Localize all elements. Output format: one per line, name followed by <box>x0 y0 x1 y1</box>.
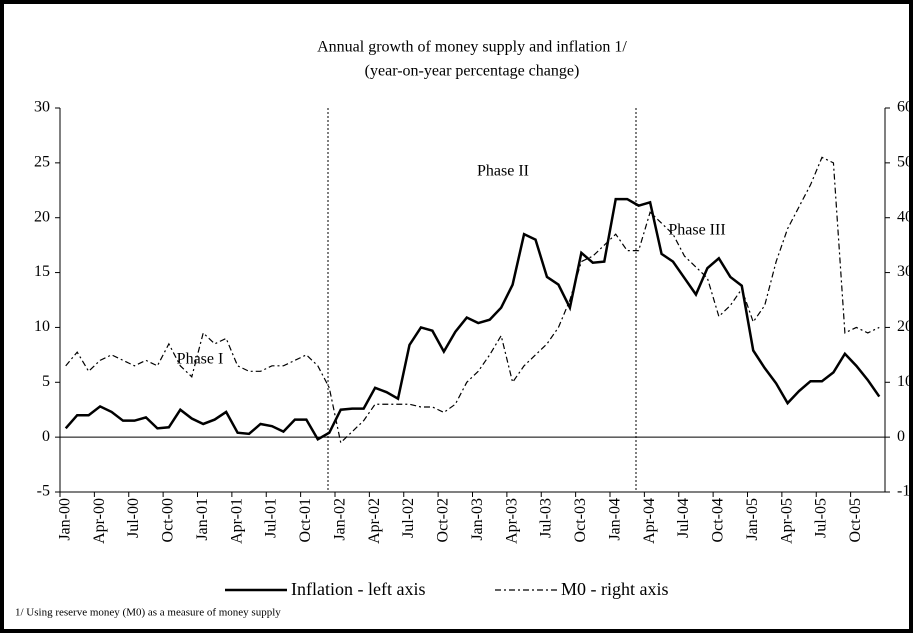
x-tick-label: Jul-01 <box>263 498 280 538</box>
y-tick-label: 0 <box>42 428 50 445</box>
x-tick-label: Jan-04 <box>606 498 623 541</box>
series-line <box>65 156 880 444</box>
x-tick-label: Jul-02 <box>400 498 417 538</box>
annotation: Phase I <box>177 351 224 368</box>
legend-label: M0 - right axis <box>561 579 669 599</box>
x-tick-label: Jan-05 <box>744 498 761 541</box>
y-tick-label: 20 <box>34 208 50 225</box>
x-tick-label: Oct-05 <box>847 498 864 542</box>
x-tick-label: Apr-04 <box>641 498 658 544</box>
x-tick-label: Apr-05 <box>778 498 795 544</box>
footnote: 1/ Using reserve money (M0) as a measure… <box>15 607 281 619</box>
y2-tick-label: 40 <box>897 208 913 225</box>
annotation: Phase III <box>668 222 725 239</box>
y-tick-label: 25 <box>34 154 50 171</box>
y2-tick-label: 10 <box>897 373 913 390</box>
y-tick-label: 15 <box>34 263 50 280</box>
x-tick-label: Apr-02 <box>366 498 383 544</box>
x-tick-label: Oct-02 <box>435 498 452 542</box>
x-tick-label: Jan-03 <box>469 498 486 541</box>
y2-tick-label: 30 <box>897 263 913 280</box>
y2-tick-label: 50 <box>897 154 913 171</box>
x-tick-label: Oct-03 <box>572 498 589 542</box>
x-tick-label: Apr-01 <box>228 498 245 544</box>
series-line <box>64 197 881 442</box>
y-tick-label: 10 <box>34 318 50 335</box>
y2-tick-label: 20 <box>897 318 913 335</box>
x-tick-label: Oct-01 <box>297 498 314 542</box>
chart-title: Annual growth of money supply and inflat… <box>317 39 627 56</box>
x-tick-label: Jan-02 <box>331 498 348 541</box>
y-tick-label: 5 <box>42 373 50 390</box>
x-tick-label: Apr-03 <box>503 498 520 544</box>
x-tick-label: Oct-04 <box>710 498 727 542</box>
x-tick-label: Jul-05 <box>813 498 830 538</box>
y2-tick-label: 0 <box>897 428 905 445</box>
x-tick-label: Jul-03 <box>538 498 555 538</box>
chart-subtitle: (year-on-year percentage change) <box>365 63 580 80</box>
x-tick-label: Jan-01 <box>194 498 211 541</box>
x-tick-label: Jan-00 <box>56 498 73 541</box>
x-tick-label: Apr-00 <box>91 498 108 544</box>
y-tick-label: 30 <box>34 99 50 116</box>
y2-tick-label: 60 <box>897 99 913 116</box>
x-tick-label: Oct-00 <box>160 498 177 542</box>
x-tick-label: Jul-04 <box>675 498 692 538</box>
legend-label: Inflation - left axis <box>291 579 425 599</box>
y-tick-label: -5 <box>37 483 50 500</box>
y2-tick-label: -10 <box>897 483 913 500</box>
annotation: Phase II <box>477 163 529 180</box>
x-tick-label: Jul-00 <box>125 498 142 538</box>
